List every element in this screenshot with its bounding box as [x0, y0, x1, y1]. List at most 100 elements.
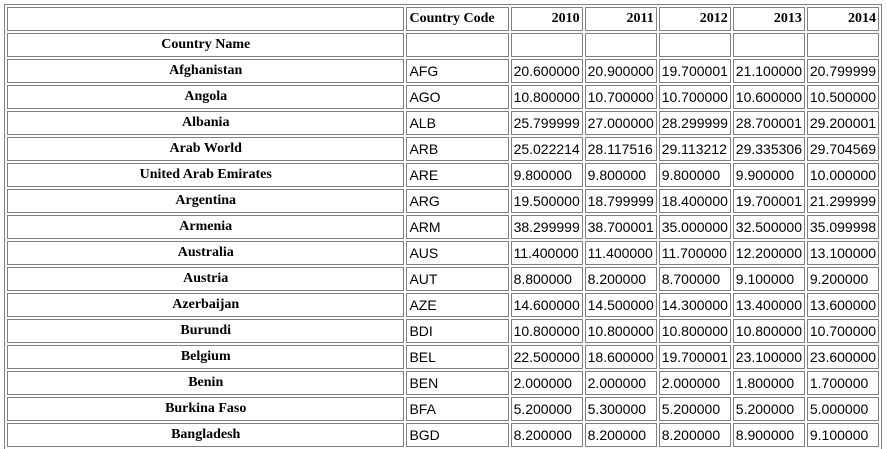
country-code-cell: ARB	[406, 137, 509, 161]
value-cell-2011: 2.000000	[584, 371, 657, 395]
table-row: Australia AUS 11.400000 11.400000 11.700000 1…	[7, 241, 879, 265]
value-cell-2010: 19.500000	[510, 189, 583, 213]
country-code-cell: AUS	[406, 241, 509, 265]
value-cell-2012: 9.800000	[658, 163, 731, 187]
value-cell-2014: 9.200000	[806, 267, 879, 291]
country-code-cell: BFA	[406, 397, 509, 421]
value-cell-2014: 23.600000	[806, 345, 879, 369]
value-cell-2014: 10.000000	[806, 163, 879, 187]
country-name-cell: Afghanistan	[7, 59, 405, 83]
value-cell-2013: 10.600000	[732, 85, 805, 109]
empty-cell	[732, 33, 805, 57]
value-cell-2014: 10.500000	[806, 85, 879, 109]
name-header-row: Country Name	[7, 33, 879, 57]
value-cell-2013: 32.500000	[732, 215, 805, 239]
country-name-cell: Azerbaijan	[7, 293, 405, 317]
value-cell-2010: 2.000000	[510, 371, 583, 395]
table-row: Azerbaijan AZE 14.600000 14.500000 14.300000…	[7, 293, 879, 317]
country-code-cell: AGO	[406, 85, 509, 109]
country-code-cell: BEN	[406, 371, 509, 395]
value-cell-2013: 9.900000	[732, 163, 805, 187]
value-cell-2014: 9.100000	[806, 423, 879, 447]
table-row: Albania ALB 25.799999 27.000000 28.299999 28.…	[7, 111, 879, 135]
country-name-cell: Argentina	[7, 189, 405, 213]
value-cell-2011: 38.700001	[584, 215, 657, 239]
value-cell-2010: 8.800000	[510, 267, 583, 291]
country-name-cell: Australia	[7, 241, 405, 265]
value-cell-2014: 29.200001	[806, 111, 879, 135]
country-code-header: Country Code	[406, 7, 509, 31]
value-cell-2013: 28.700001	[732, 111, 805, 135]
value-cell-2011: 14.500000	[584, 293, 657, 317]
table-row: Angola AGO 10.800000 10.700000 10.700000 10.6…	[7, 85, 879, 109]
value-cell-2013: 29.335306	[732, 137, 805, 161]
country-name-cell: Arab World	[7, 137, 405, 161]
data-table: Country Code 2010 2011 2012 2013 2014 Co…	[4, 4, 882, 449]
value-cell-2011: 10.700000	[584, 85, 657, 109]
value-cell-2013: 13.400000	[732, 293, 805, 317]
value-cell-2013: 9.100000	[732, 267, 805, 291]
value-cell-2012: 10.700000	[658, 85, 731, 109]
value-cell-2011: 5.300000	[584, 397, 657, 421]
value-cell-2010: 25.799999	[510, 111, 583, 135]
value-cell-2012: 2.000000	[658, 371, 731, 395]
table-row: Benin BEN 2.000000 2.000000 2.000000 1.800000…	[7, 371, 879, 395]
value-cell-2013: 12.200000	[732, 241, 805, 265]
empty-cell	[658, 33, 731, 57]
value-cell-2014: 1.700000	[806, 371, 879, 395]
value-cell-2014: 5.000000	[806, 397, 879, 421]
country-code-cell: ALB	[406, 111, 509, 135]
country-code-cell: AUT	[406, 267, 509, 291]
value-cell-2010: 20.600000	[510, 59, 583, 83]
country-code-cell: AFG	[406, 59, 509, 83]
value-cell-2011: 8.200000	[584, 267, 657, 291]
table-row: Belgium BEL 22.500000 18.600000 19.700001 23.…	[7, 345, 879, 369]
value-cell-2012: 5.200000	[658, 397, 731, 421]
value-cell-2014: 29.704569	[806, 137, 879, 161]
value-cell-2013: 10.800000	[732, 319, 805, 343]
country-name-header: Country Name	[7, 33, 405, 57]
year-header-2014: 2014	[806, 7, 879, 31]
value-cell-2010: 38.299999	[510, 215, 583, 239]
value-cell-2012: 19.700001	[658, 59, 731, 83]
value-cell-2011: 27.000000	[584, 111, 657, 135]
table-row: Burkina Faso BFA 5.200000 5.300000 5.200000 5…	[7, 397, 879, 421]
value-cell-2011: 10.800000	[584, 319, 657, 343]
value-cell-2014: 10.700000	[806, 319, 879, 343]
country-code-cell: ARG	[406, 189, 509, 213]
value-cell-2011: 28.117516	[584, 137, 657, 161]
value-cell-2010: 9.800000	[510, 163, 583, 187]
year-header-2011: 2011	[584, 7, 657, 31]
value-cell-2012: 8.700000	[658, 267, 731, 291]
value-cell-2010: 22.500000	[510, 345, 583, 369]
country-name-cell: Bangladesh	[7, 423, 405, 447]
country-name-cell: United Arab Emirates	[7, 163, 405, 187]
table-row: United Arab Emirates ARE 9.800000 9.800000 9…	[7, 163, 879, 187]
empty-cell	[584, 33, 657, 57]
table-row: Bangladesh BGD 8.200000 8.200000 8.200000 8.9…	[7, 423, 879, 447]
table-row: Argentina ARG 19.500000 18.799999 18.400000 1…	[7, 189, 879, 213]
country-name-cell: Burkina Faso	[7, 397, 405, 421]
value-cell-2011: 18.799999	[584, 189, 657, 213]
country-name-cell: Belgium	[7, 345, 405, 369]
value-cell-2014: 13.600000	[806, 293, 879, 317]
value-cell-2012: 18.400000	[658, 189, 731, 213]
year-header-2012: 2012	[658, 7, 731, 31]
value-cell-2011: 20.900000	[584, 59, 657, 83]
country-name-cell: Albania	[7, 111, 405, 135]
country-code-cell: BDI	[406, 319, 509, 343]
value-cell-2014: 20.799999	[806, 59, 879, 83]
country-name-cell: Austria	[7, 267, 405, 291]
value-cell-2013: 23.100000	[732, 345, 805, 369]
header-empty-cell	[7, 7, 405, 31]
value-cell-2012: 19.700001	[658, 345, 731, 369]
year-header-2013: 2013	[732, 7, 805, 31]
value-cell-2013: 21.100000	[732, 59, 805, 83]
table-row: Burundi BDI 10.800000 10.800000 10.800000 10.…	[7, 319, 879, 343]
year-header-2010: 2010	[510, 7, 583, 31]
value-cell-2012: 28.299999	[658, 111, 731, 135]
country-name-cell: Burundi	[7, 319, 405, 343]
value-cell-2010: 10.800000	[510, 85, 583, 109]
empty-cell	[406, 33, 509, 57]
country-code-cell: BGD	[406, 423, 509, 447]
